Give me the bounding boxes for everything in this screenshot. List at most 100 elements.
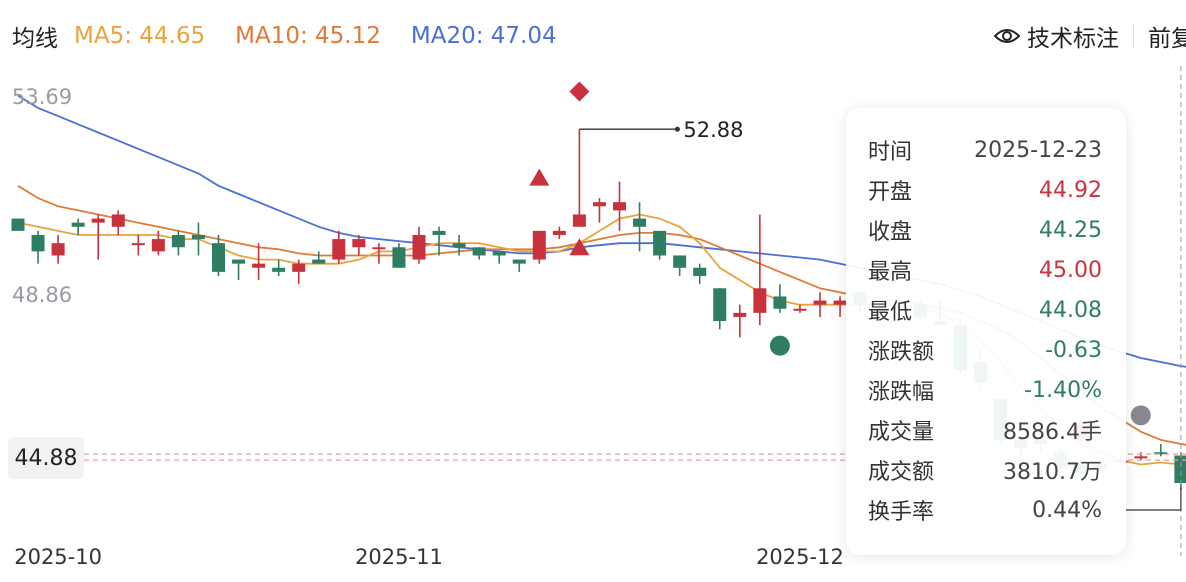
candle[interactable]	[332, 230, 346, 264]
tooltip-value: -1.40%	[1024, 377, 1102, 403]
candle-body	[392, 247, 406, 268]
candle[interactable]	[693, 263, 707, 285]
tooltip-key: 换手率	[868, 500, 935, 525]
candle[interactable]	[733, 304, 747, 338]
candle[interactable]	[492, 251, 506, 264]
tooltip-key: 收盘	[868, 220, 913, 245]
candle[interactable]	[111, 210, 125, 235]
candle-body	[633, 218, 647, 227]
candle-body	[713, 288, 727, 322]
candle[interactable]	[191, 222, 205, 256]
candle-body	[91, 218, 105, 223]
candle[interactable]	[412, 226, 426, 264]
signal-triangle-up[interactable]	[569, 238, 590, 256]
candle-body	[592, 202, 606, 207]
x-tick-label: 2025-11	[355, 545, 443, 569]
candle[interactable]	[171, 230, 185, 256]
candle-body	[151, 239, 165, 252]
candle-body	[372, 247, 386, 250]
candle-body	[11, 218, 25, 231]
x-tick-label: 2025-10	[14, 545, 102, 569]
tooltip-key: 最低	[868, 300, 913, 325]
candle[interactable]	[713, 288, 727, 330]
candle[interactable]	[51, 234, 65, 264]
candle-body	[833, 300, 847, 305]
candle[interactable]	[131, 234, 145, 256]
signal-circle[interactable]	[1130, 405, 1151, 426]
candle[interactable]	[813, 292, 827, 317]
candle[interactable]	[272, 259, 286, 276]
candle[interactable]	[773, 284, 787, 313]
candle[interactable]	[633, 202, 647, 252]
candle[interactable]	[572, 129, 586, 227]
current-price-badge	[8, 437, 84, 480]
tooltip-row: 成交额 3810.7万	[868, 455, 1102, 485]
tooltip-value: 2025-12-23	[974, 137, 1102, 163]
candle[interactable]	[252, 243, 266, 281]
legend-label: 均线	[12, 26, 58, 52]
tooltip-row: 收盘 44.25	[868, 215, 1102, 246]
candle[interactable]	[292, 259, 306, 285]
candle[interactable]	[472, 247, 486, 260]
candle-body	[572, 214, 586, 227]
candle[interactable]	[151, 230, 165, 256]
signal-diamond[interactable]	[569, 81, 590, 102]
tooltip-value: 45.00	[1039, 257, 1102, 283]
technical-annotation-button[interactable]: 技术标注	[993, 19, 1119, 53]
candle-body	[532, 230, 546, 260]
candle-body	[332, 239, 346, 260]
candle[interactable]	[552, 226, 566, 240]
candle[interactable]	[11, 218, 25, 231]
candle-body	[693, 267, 707, 276]
candle-body	[191, 234, 205, 240]
candle[interactable]	[592, 198, 606, 223]
candle[interactable]	[793, 304, 807, 313]
candle[interactable]	[1134, 452, 1148, 461]
candle-body	[51, 243, 65, 256]
tooltip-value: 3810.7万	[1003, 460, 1102, 485]
eye-icon	[993, 29, 1021, 43]
tooltip-value: 44.25	[1039, 217, 1102, 243]
candle[interactable]	[432, 226, 446, 256]
candle-body	[673, 255, 687, 268]
candle[interactable]	[31, 230, 45, 264]
candle[interactable]	[372, 243, 386, 264]
candle-body	[252, 263, 266, 268]
candle[interactable]	[312, 251, 326, 264]
candle-body	[212, 243, 225, 272]
candle-body	[312, 259, 326, 264]
candle[interactable]	[232, 259, 246, 281]
candle[interactable]	[71, 218, 85, 235]
candle[interactable]	[833, 296, 847, 317]
tooltip-value: 44.08	[1039, 297, 1102, 323]
candle[interactable]	[532, 230, 546, 264]
candle[interactable]	[352, 234, 366, 256]
tooltip-key: 时间	[868, 140, 913, 165]
candle[interactable]	[1174, 452, 1186, 490]
candle[interactable]	[673, 255, 687, 276]
legend-ma20: MA20: 47.04	[410, 23, 557, 49]
tooltip-key: 涨跌额	[868, 340, 935, 365]
signal-triangle-up[interactable]	[529, 168, 550, 186]
adjustment-label: 前复权	[1148, 26, 1186, 52]
candle[interactable]	[452, 234, 466, 256]
candle[interactable]	[91, 214, 105, 260]
candle[interactable]	[512, 259, 526, 272]
candle-body	[1154, 452, 1168, 455]
candle[interactable]	[613, 181, 626, 231]
candle[interactable]	[1154, 444, 1168, 457]
candle-body	[753, 288, 767, 313]
candle-body	[773, 296, 787, 309]
candle-body	[31, 234, 45, 252]
adjustment-button[interactable]: 前复权	[1148, 19, 1186, 53]
signal-circle[interactable]	[769, 335, 790, 356]
technical-annotation-label: 技术标注	[1027, 26, 1119, 52]
candle[interactable]	[212, 234, 225, 276]
candle[interactable]	[392, 243, 406, 268]
candle-body	[492, 251, 506, 256]
candle[interactable]	[753, 214, 767, 326]
candle-body	[512, 259, 526, 264]
candle[interactable]	[653, 230, 667, 260]
y-tick-label: 48.86	[12, 283, 72, 307]
tooltip-value: 8586.4手	[1003, 420, 1102, 445]
